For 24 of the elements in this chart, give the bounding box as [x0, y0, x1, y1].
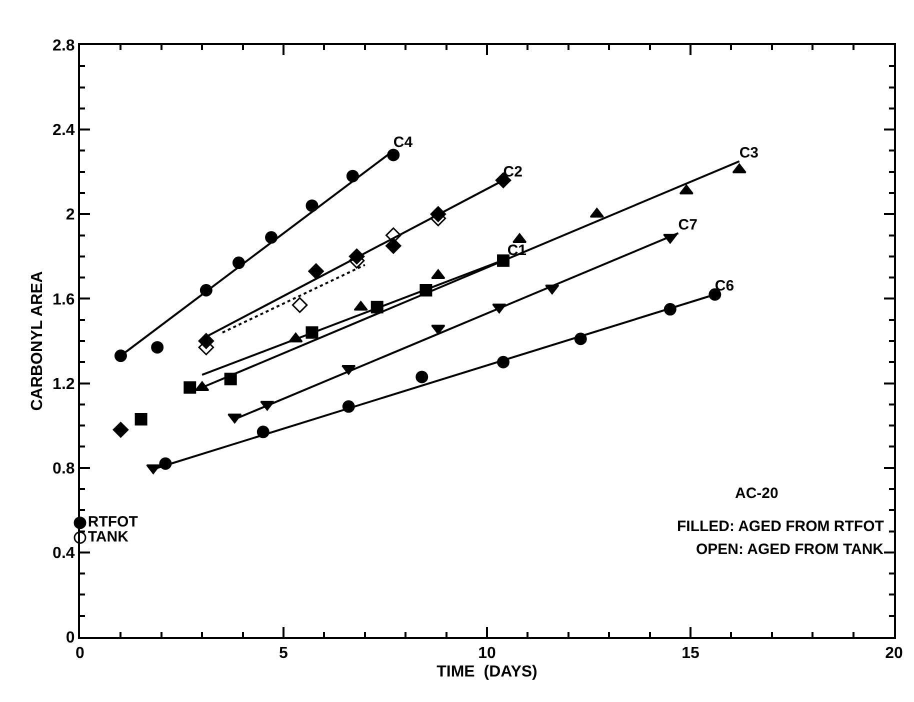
x-axis-title: TIME (DAYS) — [436, 663, 538, 680]
y-tick-label: 0.8 — [52, 460, 75, 478]
annotation: AC-20 — [735, 485, 778, 502]
x-tick-label: 5 — [279, 645, 288, 662]
y-tick-label: 0.4 — [52, 545, 75, 562]
x-tick-label: 20 — [885, 645, 903, 662]
annotation: OPEN: AGED FROM TANK — [696, 541, 884, 558]
y-tick-label: 2.8 — [52, 38, 75, 55]
y-axis-title: CARBONYL AREA — [28, 270, 46, 411]
series-label: C6 — [714, 278, 734, 295]
series-label: TANK — [88, 528, 129, 546]
x-tick-label: 15 — [682, 645, 700, 662]
series-label: C2 — [503, 164, 522, 181]
y-tick-label: 2.4 — [52, 122, 75, 140]
x-tick-label: 10 — [478, 645, 496, 662]
y-tick-label: 0 — [66, 630, 75, 647]
series-label: C3 — [739, 144, 759, 162]
annotation: FILLED: AGED FROM RTFOT — [677, 518, 884, 535]
series-label: C4 — [393, 134, 414, 151]
series-label: C7 — [678, 216, 698, 234]
y-tick-label: 1.6 — [52, 291, 75, 308]
series-label: RTFOT — [88, 514, 138, 531]
y-tick-label: 1.2 — [52, 376, 75, 393]
y-tick-label: 2 — [66, 206, 75, 224]
